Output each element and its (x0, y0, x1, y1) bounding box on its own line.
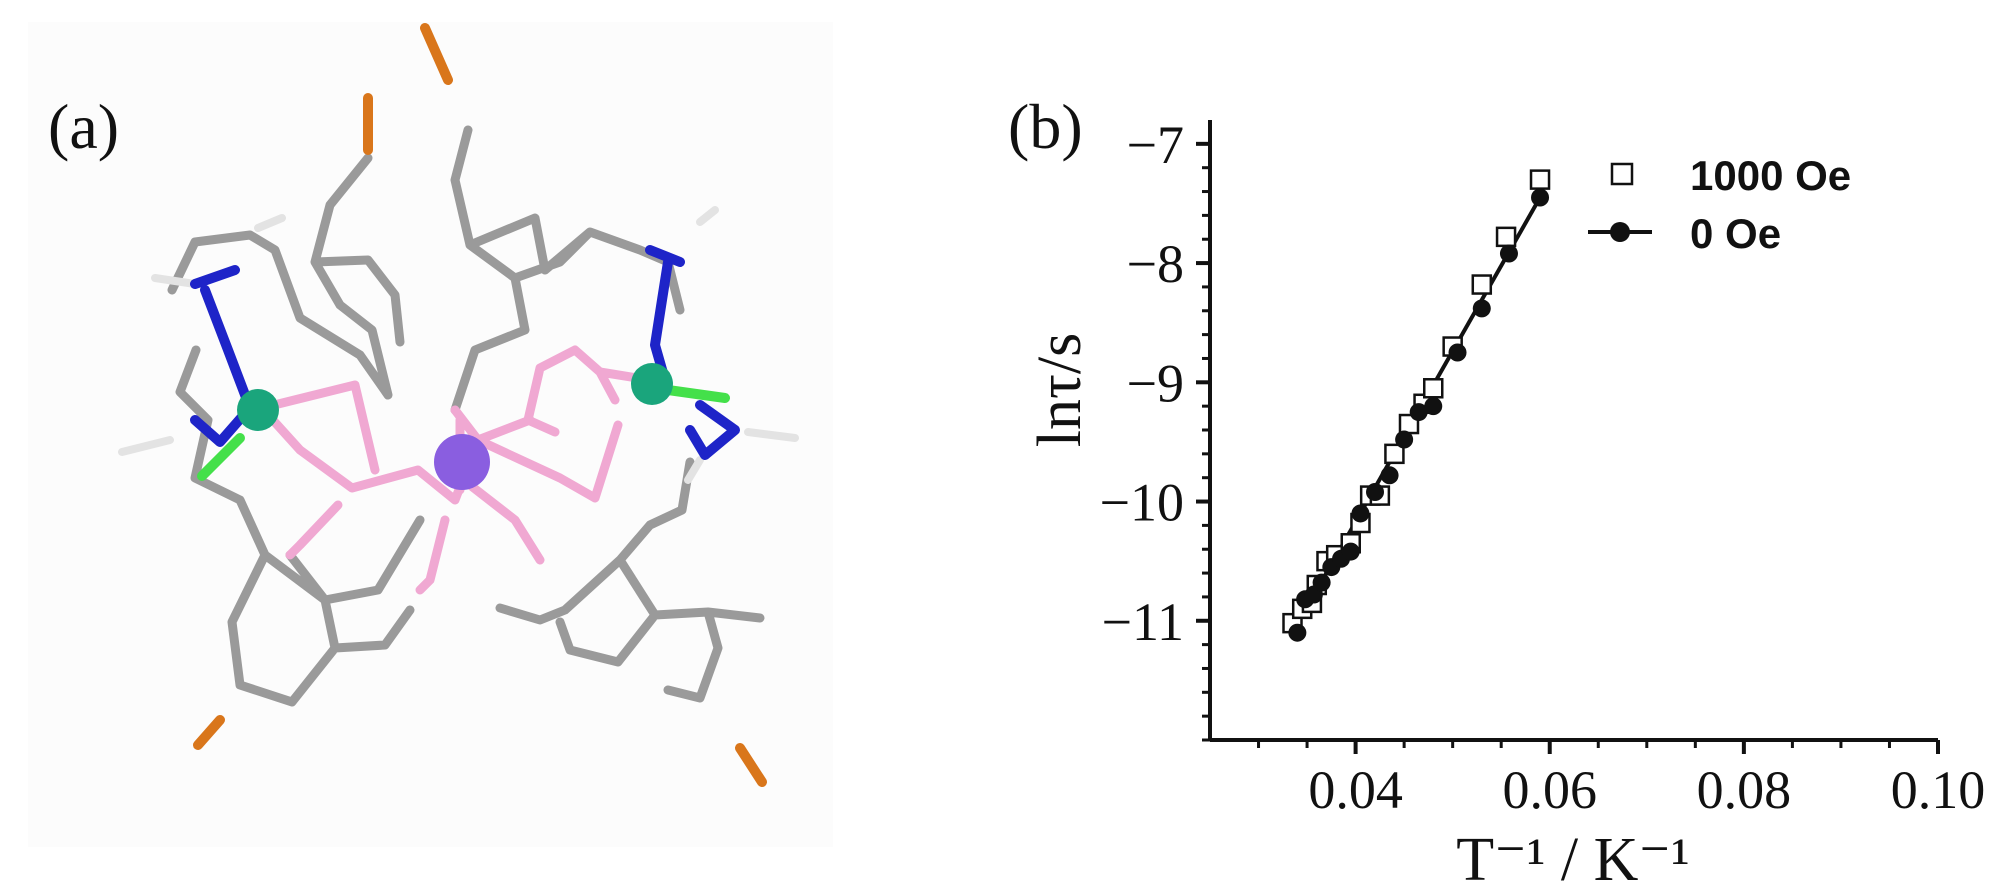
legend-marker-0-oe (1610, 222, 1630, 242)
point-0-oe (1312, 573, 1331, 592)
nitrogen-bonds (190, 245, 740, 460)
point-0-oe (1424, 397, 1443, 416)
legend: 1000 Oe 0 Oe (1588, 152, 1851, 257)
legend-label-0-oe: 0 Oe (1690, 210, 1781, 257)
point-1000-oe (1384, 443, 1405, 465)
point-1000-oe (1471, 274, 1493, 295)
point-1000-oe (1495, 226, 1517, 248)
y-tick-label: −9 (1127, 353, 1184, 413)
y-tick-label: −7 (1127, 115, 1184, 175)
point-1000-oe (1529, 169, 1551, 190)
side-metal-atom-right (631, 363, 673, 405)
point-0-oe (1448, 343, 1467, 362)
x-tick-label: 0.06 (1502, 760, 1597, 820)
point-0-oe (1380, 466, 1399, 485)
point-0-oe (1409, 403, 1428, 422)
point-0-oe (1395, 430, 1414, 449)
x-tick-label: 0.04 (1308, 760, 1403, 820)
y-axis-title: lnτ/s (1026, 333, 1094, 448)
bromine-bonds (193, 23, 767, 787)
point-0-oe (1351, 504, 1370, 523)
side-metal-atom-left (237, 389, 279, 431)
chart-plot: −11 −10 −9 −8 −7 0.04 0.06 0.08 0.10 lnτ/s T⁻¹ … (1026, 115, 1985, 894)
legend-marker-1000-oe (1610, 162, 1634, 186)
y-tick-label: −8 (1127, 234, 1184, 294)
x-minor-ticks (1257, 740, 1891, 748)
point-0-oe (1366, 483, 1385, 501)
central-metal-atom (434, 434, 490, 490)
x-ticks: 0.04 0.06 0.08 0.10 (1308, 740, 1985, 820)
hydrogen-bonds (118, 206, 799, 484)
molecule-structure (118, 23, 799, 787)
y-minor-ticks (1202, 166, 1210, 742)
panel-b-label: (b) (1008, 91, 1083, 162)
chlorine-bonds (197, 385, 730, 481)
panel-a: (a) (28, 22, 833, 847)
panel-b: (b) −11 −10 −9 −8 −7 0.04 0.06 0.08 0.10 lnτ/s … (1008, 91, 1985, 894)
point-0-oe (1499, 244, 1518, 263)
series-layer (1282, 169, 1551, 642)
point-0-oe (1531, 188, 1550, 207)
point-1000-oe (1423, 378, 1444, 399)
x-tick-label: 0.10 (1891, 760, 1986, 820)
y-ticks: −11 −10 −9 −8 −7 (1100, 115, 1210, 652)
carbon-bonds (167, 153, 425, 707)
point-0-oe (1288, 623, 1307, 642)
x-axis-title: T⁻¹ / K⁻¹ (1456, 826, 1690, 894)
carbon-bonds-right (450, 125, 765, 703)
panel-a-background (28, 22, 833, 847)
x-tick-label: 0.08 (1697, 760, 1792, 820)
point-0-oe (1472, 299, 1491, 318)
point-0-oe (1341, 542, 1360, 561)
legend-label-1000-oe: 1000 Oe (1690, 152, 1851, 199)
panel-a-label: (a) (48, 91, 119, 162)
y-tick-label: −11 (1102, 592, 1184, 652)
y-tick-label: −10 (1100, 473, 1184, 533)
